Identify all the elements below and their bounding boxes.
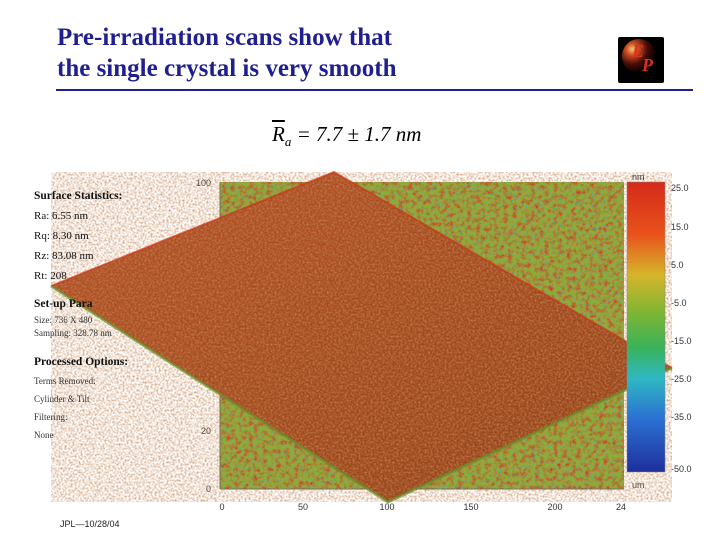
colorbar-tick: -15.0 xyxy=(671,336,692,346)
x-axis-unit: um xyxy=(632,480,645,490)
y-tick: 20 xyxy=(201,426,211,436)
colorbar-tick: -50.0 xyxy=(671,464,692,474)
setup-line: Size: 736 X 480 xyxy=(34,315,93,325)
footer-date: JPL—10/28/04 xyxy=(60,519,120,529)
stat-row: Rz: 83.08 nm xyxy=(34,250,94,262)
x-tick: 200 xyxy=(547,502,562,512)
title-line-1: Pre-irradiation scans show that xyxy=(57,24,392,51)
title-line-2: the single crystal is very smooth xyxy=(57,55,397,82)
logo-flare-icon xyxy=(622,39,656,73)
processed-line: None xyxy=(34,430,54,440)
colorbar-tick: 25.0 xyxy=(671,183,689,193)
formula-symbol: R xyxy=(272,122,285,146)
stat-row: Rq: 8.30 nm xyxy=(34,230,89,242)
statistics-panel: Surface Statistics: Ra: 6.55 nm Rq: 8.30… xyxy=(34,186,128,444)
processed-line: Filtering: xyxy=(34,412,68,422)
y-tick: 0 xyxy=(206,484,211,494)
stats-heading: Surface Statistics: xyxy=(34,190,123,202)
logo-letter-p: P xyxy=(642,55,653,75)
colorbar xyxy=(626,181,666,473)
stat-row: Ra: 6.55 nm xyxy=(34,210,89,222)
y-tick: 100 xyxy=(196,178,211,188)
processed-line: Terms Removed: xyxy=(34,376,96,386)
colorbar-tick: -35.0 xyxy=(671,412,692,422)
roughness-formula: Ra = 7.7 ± 1.7 nm xyxy=(272,122,421,150)
setup-line: Sampling: 328.78 nm xyxy=(34,328,112,338)
ep-logo: E P xyxy=(618,37,664,83)
x-tick: 50 xyxy=(298,502,308,512)
x-tick: 24 xyxy=(616,502,626,512)
title-divider xyxy=(56,89,693,91)
afm-surface-image: 100 80 60 40 20 0 0 50 100 150 200 24 um… xyxy=(50,170,692,512)
colorbar-tick: -5.0 xyxy=(671,298,687,308)
logo-letter-e: E xyxy=(632,41,645,61)
slide-title: Pre-irradiation scans show that the sing… xyxy=(57,22,577,84)
formula-subscript: a xyxy=(284,134,292,150)
processed-heading: Processed Options: xyxy=(34,356,129,368)
formula-value: = 7.7 ± 1.7 nm xyxy=(291,122,422,146)
stat-row: Rt: 208 xyxy=(34,270,67,282)
colorbar-tick: -25.0 xyxy=(671,374,692,384)
x-tick: 100 xyxy=(379,502,394,512)
processed-line: Cylinder & Tilt xyxy=(34,394,90,404)
setup-heading: Set-up Para xyxy=(34,298,93,310)
colorbar-tick: 15.0 xyxy=(671,222,689,232)
colorbar-unit: nm xyxy=(632,172,645,182)
x-tick: 0 xyxy=(219,502,224,512)
colorbar-tick: 5.0 xyxy=(671,260,684,270)
x-tick: 150 xyxy=(463,502,478,512)
